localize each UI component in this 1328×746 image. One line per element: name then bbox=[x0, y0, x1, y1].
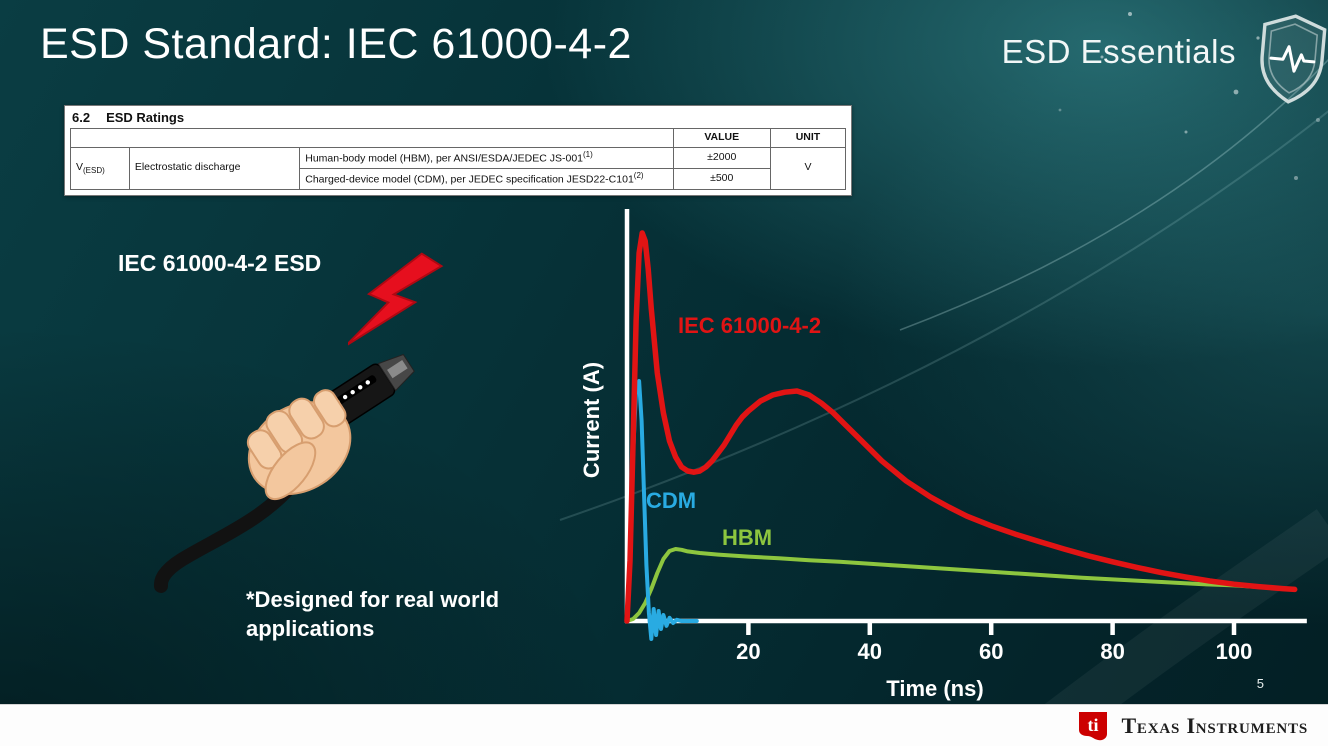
table-section-heading: 6.2 ESD Ratings bbox=[70, 108, 846, 128]
section-number: 6.2 bbox=[72, 110, 91, 125]
cdm-desc: Charged-device model (CDM), per JEDEC sp… bbox=[305, 173, 634, 186]
symbol-subscript: (ESD) bbox=[83, 165, 105, 175]
symbol-base: V bbox=[76, 160, 84, 173]
series-label-hbm: HBM bbox=[722, 525, 773, 550]
hand-holding-hdmi-illustration bbox=[154, 353, 415, 593]
x-tick-label: 100 bbox=[1216, 639, 1253, 664]
page-number: 5 bbox=[1256, 676, 1264, 691]
datasheet-esd-ratings-panel: 6.2 ESD Ratings VALUE UNIT V(ESD) Electro… bbox=[64, 105, 852, 196]
x-tick-label: 80 bbox=[1100, 639, 1124, 664]
series-CDM bbox=[625, 379, 699, 641]
ti-logo-icon: ti bbox=[1079, 711, 1108, 740]
footer-bar: ti Texas Instruments bbox=[0, 704, 1328, 746]
svg-text:ti: ti bbox=[1088, 715, 1099, 735]
section-title: ESD Ratings bbox=[106, 110, 185, 125]
ti-logo-text: Texas Instruments bbox=[1121, 712, 1308, 738]
cdm-footnote: (2) bbox=[633, 170, 644, 180]
x-tick-label: 40 bbox=[858, 639, 882, 664]
x-axis-label: Time (ns) bbox=[886, 676, 984, 701]
designed-for-real-world-note: *Designed for real world applications bbox=[246, 587, 500, 641]
parameter-cell: Electrostatic discharge bbox=[128, 146, 301, 190]
hbm-footnote: (1) bbox=[583, 149, 593, 159]
cdm-desc-cell: Charged-device model (CDM), per JEDEC sp… bbox=[299, 167, 674, 190]
iec-esd-caption: IEC 61000-4-2 ESD bbox=[118, 250, 322, 276]
page-title: ESD Standard: IEC 61000-4-2 bbox=[40, 20, 632, 68]
y-axis-label: Current (A) bbox=[579, 361, 604, 479]
hbm-value-cell: ±2000 bbox=[672, 146, 771, 169]
header-value: VALUE bbox=[672, 128, 771, 148]
current-vs-time-chart: 20 40 60 80 100 Current (A) Time (ns) IEC 61… bbox=[560, 195, 1328, 710]
header-empty-cell bbox=[70, 128, 674, 148]
chart-canvas: 20 40 60 80 100 bbox=[624, 209, 1307, 664]
esd-ratings-table: VALUE UNIT V(ESD) Electrostatic discharg… bbox=[70, 128, 847, 190]
cdm-value-cell: ±500 bbox=[672, 167, 771, 190]
table-row: Charged-device model (CDM), per JEDEC sp… bbox=[71, 167, 846, 190]
header-unit: UNIT bbox=[769, 128, 847, 148]
lightning-bolt-icon bbox=[348, 252, 444, 347]
table-row: V(ESD) Electrostatic discharge Human-bod… bbox=[70, 146, 847, 190]
x-tick-label: 20 bbox=[736, 639, 760, 664]
x-tick-label: 60 bbox=[979, 639, 1003, 664]
symbol-cell: V(ESD) bbox=[70, 146, 130, 190]
table-header-row: VALUE UNIT bbox=[70, 128, 847, 148]
hbm-desc: Human-body model (HBM), per ANSI/ESDA/JE… bbox=[305, 152, 583, 165]
series-label-iec: IEC 61000-4-2 bbox=[678, 313, 822, 338]
brand-title: ESD Essentials bbox=[1001, 33, 1236, 70]
esd-essentials-shield-icon bbox=[1260, 14, 1327, 104]
hbm-desc-cell: Human-body model (HBM), per ANSI/ESDA/JE… bbox=[299, 146, 674, 169]
series-IEC 61000-4-2 bbox=[624, 230, 1298, 624]
unit-cell: V bbox=[769, 146, 847, 190]
series-HBM bbox=[625, 547, 1297, 623]
series-label-cdm: CDM bbox=[646, 488, 697, 513]
